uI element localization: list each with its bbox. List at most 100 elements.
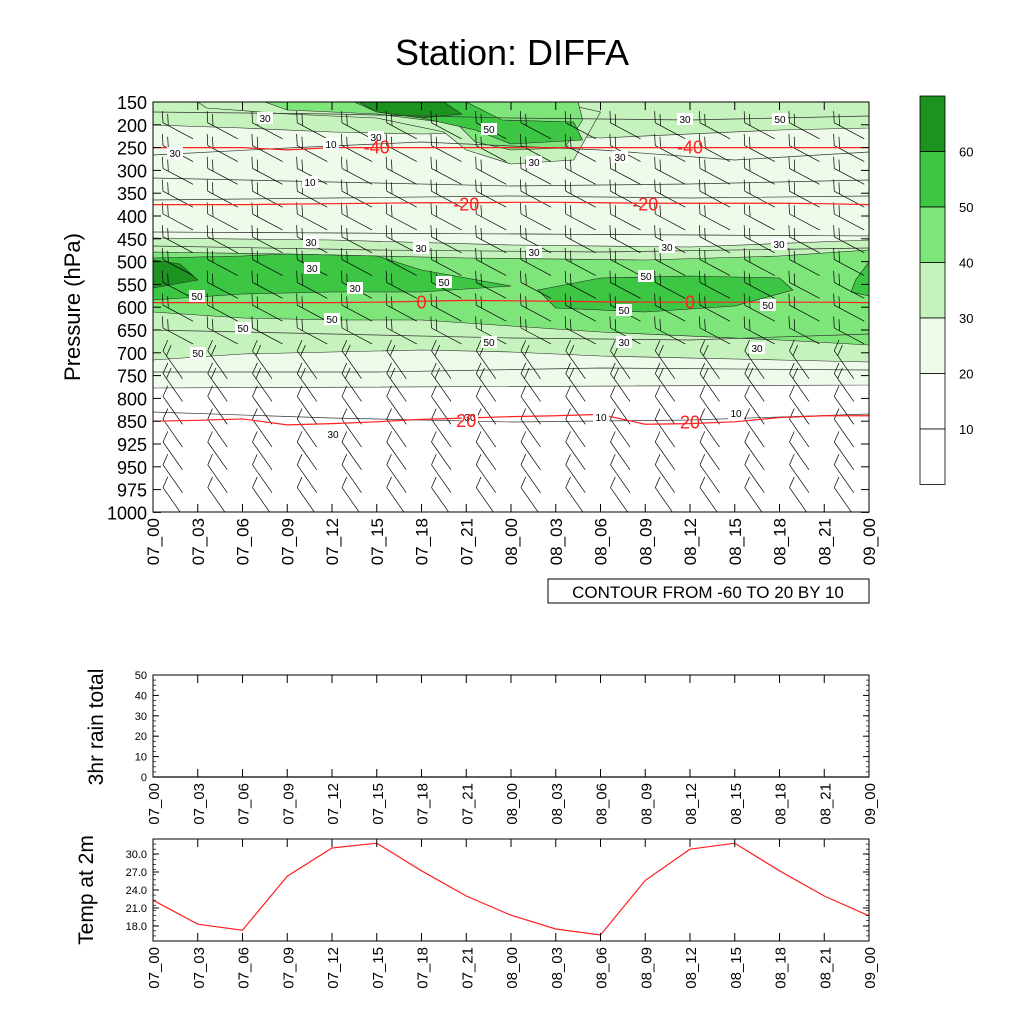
main-y-tick-label: 450 <box>117 230 147 250</box>
wind-barb-feather <box>879 251 889 263</box>
x-tick-label: 07_00 <box>144 518 163 565</box>
x-tick-label: 07_12 <box>325 947 342 989</box>
colorbar-swatch <box>920 96 945 152</box>
wind-barb-feather <box>874 294 884 306</box>
colorbar-swatch <box>920 429 945 485</box>
wind-barb <box>876 386 907 425</box>
x-tick-label: 07_18 <box>415 783 432 825</box>
wind-barb-feather <box>383 477 395 488</box>
wind-barb-staff <box>342 396 362 424</box>
main-y-tick-label: 150 <box>117 93 147 113</box>
y-tick-label: 24.0 <box>126 885 147 897</box>
x-tick-label: 08_21 <box>817 783 834 825</box>
wind-barb-staff <box>163 442 183 470</box>
colorbar-swatch <box>920 263 945 319</box>
x-tick-label: 07_21 <box>457 518 476 565</box>
temperature-contour-label: 20 <box>680 413 700 433</box>
wind-barb-feather <box>652 477 664 488</box>
wind-barb-staff <box>566 419 586 447</box>
wind-barb-staff <box>745 442 765 470</box>
x-tick-label: 08_12 <box>683 947 700 989</box>
x-tick-label: 07_06 <box>236 947 253 989</box>
wind-barb <box>874 248 914 276</box>
main-y-axis-label: Pressure (hPa) <box>60 233 85 381</box>
wind-barb-feather <box>562 431 574 442</box>
wind-barb-staff <box>611 465 631 493</box>
wind-barb-staff <box>790 465 810 493</box>
wind-barb <box>874 157 914 185</box>
wind-barb-feather <box>339 454 351 465</box>
wind-barb-staff <box>163 465 183 493</box>
wind-barb-staff <box>700 488 720 516</box>
wind-barb-feather <box>876 363 888 374</box>
rh-contour-label: 50 <box>618 306 630 317</box>
temp-y-axis-label: Temp at 2m <box>75 835 98 945</box>
temperature-contour-label: 20 <box>456 411 476 431</box>
wind-barb-staff <box>387 488 407 516</box>
wind-barb-staff <box>879 123 909 139</box>
temperature-contour-label: -20 <box>453 195 479 215</box>
wind-barb-staff <box>521 419 541 447</box>
wind-barb-feather <box>160 454 172 465</box>
wind-barb-staff <box>566 442 586 470</box>
rh-contour-label: 10 <box>304 178 316 189</box>
wind-barb-staff <box>521 488 541 516</box>
wind-barb-staff <box>387 465 407 493</box>
rh-contour-label: 30 <box>614 153 626 164</box>
rh-contour-label: 30 <box>349 284 361 295</box>
x-tick-label: 08_09 <box>636 518 655 565</box>
wind-barb-feather <box>294 431 306 442</box>
x-tick-label: 08_15 <box>728 783 745 825</box>
wind-barb-feather <box>562 477 574 488</box>
colorbar-label: 40 <box>959 256 973 271</box>
wind-barb-feather <box>831 454 843 465</box>
x-tick-label: 07_12 <box>325 783 342 825</box>
x-tick-label: 07_21 <box>459 783 476 825</box>
x-tick-label: 07_15 <box>370 783 387 825</box>
wind-barb-feather <box>876 409 888 420</box>
wind-barb-staff <box>253 488 273 516</box>
wind-barb-feather <box>473 454 485 465</box>
wind-barb-feather <box>607 477 619 488</box>
rh-contour-label: 50 <box>438 278 450 289</box>
x-tick-label: 07_12 <box>323 518 342 565</box>
wind-barb-feather <box>473 477 485 488</box>
wind-barb-staff <box>432 419 452 447</box>
rh-contour-label: 50 <box>237 324 249 335</box>
wind-barb <box>876 454 907 493</box>
wind-barb-staff <box>745 465 765 493</box>
wind-barb-feather <box>562 386 574 397</box>
wind-barb-feather <box>697 431 709 442</box>
wind-barb-staff <box>297 419 317 447</box>
wind-barb <box>876 363 907 402</box>
y-tick-label: 21.0 <box>126 903 147 915</box>
wind-barb-staff <box>476 442 496 470</box>
wind-barb-staff <box>879 465 899 493</box>
x-tick-label: 09_00 <box>860 518 879 565</box>
wind-barb-staff <box>253 442 273 470</box>
x-tick-label: 08_18 <box>771 518 790 565</box>
colorbar-label: 30 <box>959 311 973 326</box>
wind-barb-staff <box>879 146 909 162</box>
wind-barb-staff <box>208 465 228 493</box>
wind-barb-feather <box>339 477 351 488</box>
x-tick-label: 08_00 <box>504 783 521 825</box>
wind-barb-feather <box>607 454 619 465</box>
wind-barb <box>874 180 914 208</box>
wind-barb-staff <box>834 488 854 516</box>
x-tick-label: 07_09 <box>280 947 297 989</box>
main-y-tick-label: 500 <box>117 253 147 273</box>
temperature-contour-label: -40 <box>677 138 703 158</box>
y-tick-label: 30.0 <box>126 849 147 861</box>
rh-contour-label: 50 <box>640 272 652 283</box>
wind-barb-staff <box>208 488 228 516</box>
wind-barb-staff <box>432 488 452 516</box>
wind-barb-staff <box>342 442 362 470</box>
wind-barb-feather <box>879 319 889 331</box>
x-tick-label: 07_03 <box>191 947 208 989</box>
y-tick-label: 40 <box>135 690 147 702</box>
wind-barb-staff <box>521 396 541 424</box>
wind-barb-staff <box>611 442 631 470</box>
